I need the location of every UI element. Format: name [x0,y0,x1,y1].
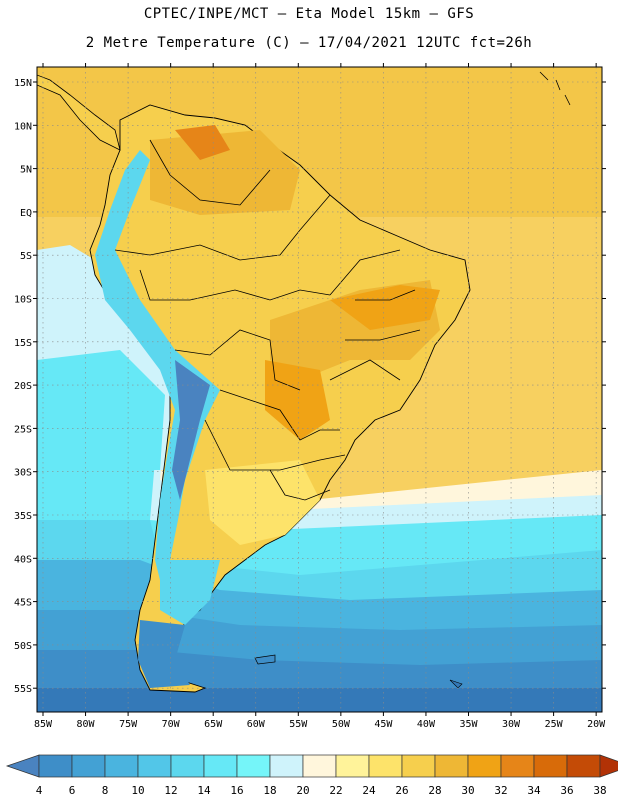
axis-ticks [33,63,606,716]
colorbar-label: 16 [230,784,243,797]
colorbar-label: 6 [69,784,76,797]
colorbar-swatch [533,754,568,778]
colorbar-swatch [38,754,73,778]
colorbar-label: 32 [494,784,507,797]
colorbar-label: 22 [329,784,342,797]
lat-label: 30S [14,468,32,479]
lon-label: 35W [459,719,478,730]
lat-label: 10N [14,121,32,132]
latitude-labels: 15N 10N 5N EQ 5S 10S 15S 20S 25S 30S 35S 40S 45S 50S 5… [14,78,32,695]
colorbar-label: 38 [593,784,606,797]
colorbar-label: 8 [102,784,109,797]
colorbar-swatch [269,754,304,778]
ocean-band-6 [37,688,602,712]
colorbar-swatch [335,754,370,778]
central-america [37,74,121,151]
map-title: CPTEC/INPE/MCT – Eta Model 15km – GFS [143,6,475,22]
lon-label: 40W [417,719,436,730]
colorbar-label: 24 [362,784,376,797]
lon-label: 85W [34,719,53,730]
lon-label: 60W [247,719,266,730]
lat-label: 35S [14,511,32,522]
colorbar-label: 26 [395,784,408,797]
colorbar-labels: 4 6 8 10 12 14 16 18 20 22 24 26 28 30 32 34 36 38 [36,784,607,797]
longitude-labels: 85W 80W 75W 70W 65W 60W 55W 50W 45W 40W 35W 30W 25W 2… [34,719,606,730]
lat-label: 10S [14,295,32,306]
land-warm-venezuela [175,125,230,160]
colorbar-label: 18 [263,784,276,797]
lat-label: 20S [14,381,32,392]
lat-label: 45S [14,598,32,609]
colorbar-arrow-left [5,754,40,778]
lon-label: 65W [204,719,223,730]
lon-label: 75W [119,719,138,730]
colorbar-swatch [401,754,436,778]
lat-label: 25S [14,424,32,435]
temperature-colorbar [5,754,618,778]
colorbar-swatch [104,754,139,778]
colorbar-label: 4 [36,784,43,797]
lat-label: 5N [20,165,32,176]
colorbar-label: 20 [296,784,309,797]
colorbar-swatch [302,754,337,778]
lat-label: 5S [20,251,32,262]
lon-label: 45W [374,719,393,730]
lon-label: 50W [332,719,351,730]
pacific-cool-core [37,350,165,470]
lon-label: 55W [289,719,308,730]
colorbar-swatch [434,754,469,778]
colorbar-swatch [203,754,238,778]
colorbar-swatch [137,754,172,778]
colorbar-arrow-right [599,754,618,778]
land-warm-ne [330,285,440,330]
land-mild-south [205,460,320,545]
colorbar-swatch [368,754,403,778]
colorbar-swatch [170,754,205,778]
colorbar-label: 12 [164,784,177,797]
country-borders [114,139,421,501]
south-georgia [449,679,463,689]
colorbar-swatch [467,754,502,778]
land-cool-patagonia [160,560,220,625]
lat-label: 15N [14,78,32,89]
colorbar-swatch [71,754,106,778]
colorbar-swatch [566,754,601,778]
lat-label: EQ [20,208,32,219]
colorbar-swatch [236,754,271,778]
lat-label: 15S [14,338,32,349]
land-warm-central [265,360,330,440]
colorbar-label: 10 [131,784,144,797]
caribbean-islands [539,71,571,106]
lon-label: 20W [587,719,606,730]
colorbar-label: 34 [527,784,541,797]
map-frame [36,66,603,713]
lat-label: 40S [14,554,32,565]
land-warm-north [150,130,300,215]
lon-label: 70W [162,719,181,730]
colorbar-swatch [500,754,535,778]
andes-cold-strip [95,150,220,580]
colorbar-label: 36 [560,784,573,797]
colorbar-label: 28 [428,784,441,797]
colorbar-label: 14 [197,784,211,797]
falkland-islands [254,654,276,665]
lon-label: 25W [545,719,564,730]
andes-cold-core [172,360,210,500]
lat-label: 55S [14,684,32,695]
lat-label: 50S [14,641,32,652]
lon-label: 80W [77,719,96,730]
colorbar-label: 30 [461,784,474,797]
lat-lon-grid [37,67,602,712]
land-cold-tip [138,620,190,688]
map-subtitle: 2 Metre Temperature (C) – 17/04/2021 12U… [85,35,533,51]
lon-label: 30W [502,719,521,730]
